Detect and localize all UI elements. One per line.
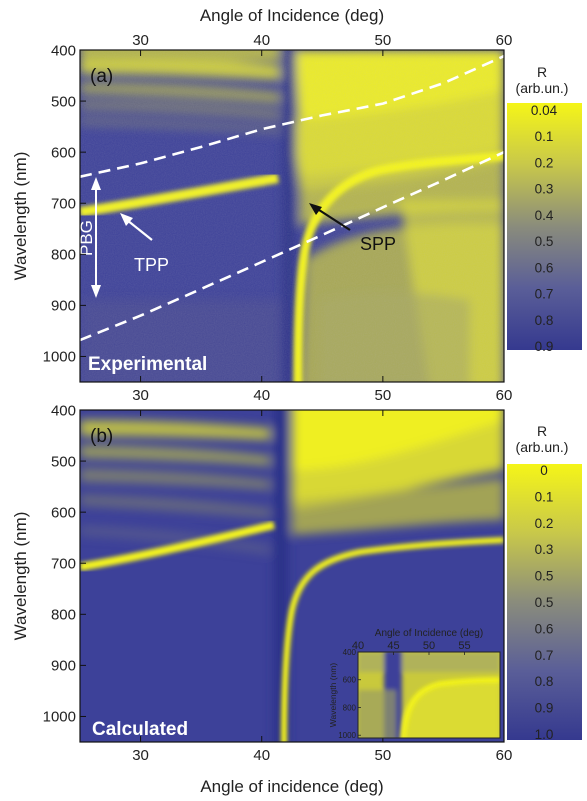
panel-b: (b) Calculated 30 40 50 6040050060070080090… (11, 402, 582, 796)
colorbar-tick-label: 1.0 (535, 727, 554, 742)
colorbar-b-unit: (arb.un.) (516, 439, 569, 455)
colorbar-tick-label: 0.6 (535, 260, 554, 275)
pbg-label: PBG (77, 220, 96, 256)
heatmap-a (80, 50, 504, 382)
y-tick-label: 800 (51, 247, 76, 264)
colorbar-b-ticks: 0 0.1 0.2 0.3 0.5 0.5 0.6 0.7 0.8 0.9 1.0 (535, 463, 554, 742)
y-tick-label: 500 (51, 453, 76, 470)
y-tick-label: 700 (51, 195, 76, 212)
y-tick-label: 900 (51, 298, 76, 315)
inset: 40 45 50 55 400 600 800 1000 Angle of Incidence… (328, 628, 501, 740)
experimental-label: Experimental (88, 354, 207, 375)
inset-y-tick-label: 400 (343, 648, 357, 657)
top-x-axis-title: Angle of Incidence (deg) (200, 6, 384, 25)
x-tick-label: 50 (375, 387, 392, 404)
inset-y-tick-label: 800 (343, 703, 357, 712)
inset-x-tick-label: 45 (387, 640, 399, 652)
y-tick-label: 500 (51, 93, 76, 110)
y-tick-label: 600 (51, 504, 76, 521)
pbg-upper-edge-line (79, 54, 505, 178)
x-tick-label: 40 (253, 747, 270, 764)
inset-x-tick-label: 55 (458, 640, 470, 652)
colorbar-tick-label: 0.3 (535, 542, 554, 557)
tpp-label: TPP (134, 255, 169, 275)
colorbar-tick-label: 0.8 (535, 674, 554, 689)
inset-heatmap (358, 652, 500, 738)
panel-a-label: (a) (90, 66, 113, 87)
spp-label: SPP (360, 234, 396, 254)
y-tick-label: 1000 (43, 709, 76, 726)
colorbar-tick-label: 0.7 (535, 287, 554, 302)
x-tick-label: 30 (132, 387, 149, 404)
x-tick-label: 60 (496, 747, 513, 764)
x-tick-label: 40 (253, 387, 270, 404)
top-x-tick-label: 30 (132, 32, 149, 49)
y-tick-label: 700 (51, 555, 76, 572)
spp-arrow (309, 203, 351, 231)
colorbar-tick-label: 0.5 (535, 234, 554, 249)
pbg-arrow (91, 177, 101, 298)
panel-b-label: (b) (90, 426, 113, 447)
plot-frame-b (79, 409, 505, 743)
colorbar-tick-label: 0 (540, 463, 548, 478)
y-tick-label: 900 (51, 658, 76, 675)
colorbar-tick-label: 0.8 (535, 313, 554, 328)
colorbar-tick-label: 0.2 (535, 155, 554, 170)
colorbar-a (507, 103, 582, 350)
colorbar-b-title: R (537, 423, 547, 439)
inset-x-axis-title: Angle of Incidence (deg) (375, 628, 483, 639)
calculated-label: Calculated (92, 719, 188, 740)
colorbar-a-title: R (537, 64, 547, 80)
colorbar-tick-label: 0.04 (531, 103, 558, 118)
colorbar-tick-label: 0.3 (535, 182, 554, 197)
colorbar-tick-label: 0.4 (535, 208, 554, 223)
pbg-lower-edge-line (79, 151, 505, 342)
inset-y-axis-title: Wavelength (nm) (328, 663, 338, 728)
colorbar-tick-label: 0.5 (535, 595, 554, 610)
top-x-tick-label: 40 (253, 32, 270, 49)
plot-frame-a (79, 49, 505, 383)
x-axis-title-b: Angle of incidence (deg) (200, 777, 383, 796)
x-tick-label: 60 (496, 387, 513, 404)
y-axis-title-a: Wavelength (nm) (11, 152, 30, 281)
inset-x-tick-label: 40 (352, 640, 364, 652)
axes-b: 30 40 50 60 400 500 600 700 800 900 1000 (43, 402, 513, 764)
y-axis-title-b: Wavelength (nm) (11, 512, 30, 641)
tpp-arrow (120, 213, 153, 241)
colorbar-b (507, 464, 582, 740)
colorbar-a-ticks: 0.04 0.1 0.2 0.3 0.4 0.5 0.6 0.7 0.8 0.9 (531, 103, 558, 354)
colorbar-tick-label: 0.1 (535, 129, 554, 144)
y-tick-label: 600 (51, 144, 76, 161)
colorbar-tick-label: 0.9 (535, 701, 554, 716)
inset-y-tick-label: 1000 (338, 731, 356, 740)
y-tick-label: 400 (51, 402, 76, 419)
colorbar-tick-label: 0.2 (535, 516, 554, 531)
axes-a: 30 30 40 40 50 50 60 60 400 500 600 700 800 900 1000 (43, 32, 513, 404)
top-x-tick-label: 60 (496, 32, 513, 49)
x-tick-label: 50 (375, 747, 392, 764)
top-x-tick-label: 50 (375, 32, 392, 49)
colorbar-tick-label: 0.9 (535, 339, 554, 354)
y-tick-label: 800 (51, 607, 76, 624)
y-tick-label: 1000 (43, 349, 76, 366)
inset-axes: 40 45 50 55 400 600 800 1000 (338, 640, 470, 740)
x-tick-label: 30 (132, 747, 149, 764)
y-tick-label: 400 (51, 42, 76, 59)
inset-y-tick-label: 600 (343, 676, 357, 685)
colorbar-tick-label: 0.5 (535, 569, 554, 584)
colorbar-tick-label: 0.1 (535, 489, 554, 504)
colorbar-tick-label: 0.6 (535, 621, 554, 636)
colorbar-a-unit: (arb.un.) (516, 80, 569, 96)
colorbar-tick-label: 0.7 (535, 648, 554, 663)
inset-x-tick-label: 50 (423, 640, 435, 652)
panel-a: PBG TPP SPP (a) Experimental 30 30 40 40 50 5… (11, 6, 582, 404)
